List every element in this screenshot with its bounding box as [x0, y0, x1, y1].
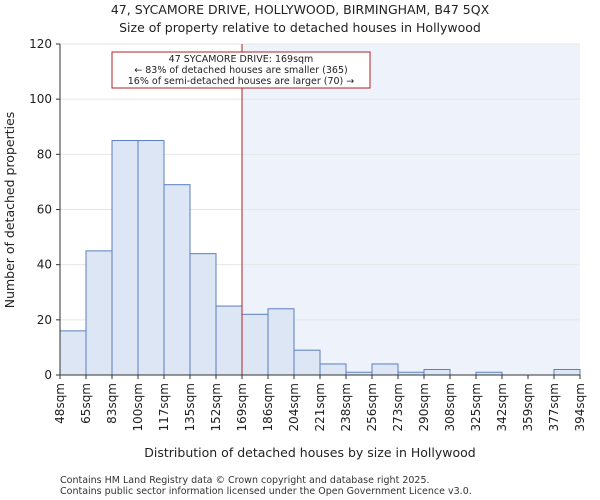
- annotation-line1: 47 SYCAMORE DRIVE: 169sqm: [169, 54, 314, 65]
- x-tick-label: 290sqm: [417, 383, 431, 431]
- x-tick-label: 152sqm: [209, 383, 223, 431]
- x-tick-label: 117sqm: [157, 383, 171, 431]
- x-tick-label: 359sqm: [521, 383, 535, 431]
- x-tick-label: 394sqm: [573, 383, 587, 431]
- annotation-line3: 16% of semi-detached houses are larger (…: [128, 76, 355, 87]
- bars: [59, 140, 581, 376]
- x-tick-label: 221sqm: [313, 383, 327, 431]
- bar-65sqm: [85, 250, 113, 376]
- y-tick-label: 0: [44, 368, 52, 382]
- footer-line2: Contains public sector information licen…: [60, 486, 472, 497]
- bar-186sqm: [267, 308, 295, 376]
- x-tick-label: 204sqm: [287, 383, 301, 431]
- annotation-box: 47 SYCAMORE DRIVE: 169sqm ← 83% of detac…: [111, 51, 371, 89]
- bar-48sqm: [59, 330, 87, 376]
- x-tick-label: 169sqm: [235, 383, 249, 431]
- y-axis-label: Number of detached properties: [2, 112, 17, 309]
- y-tick-label: 40: [37, 258, 52, 272]
- y-tick-labels: 0 20 40 60 80 100 120: [29, 37, 60, 382]
- x-tick-label: 100sqm: [131, 383, 145, 431]
- x-tick-label: 325sqm: [469, 383, 483, 431]
- bar-256sqm: [371, 363, 399, 376]
- footer-line1: Contains HM Land Registry data © Crown c…: [60, 475, 430, 486]
- bar-83sqm: [111, 140, 139, 376]
- bar-100sqm: [137, 140, 165, 376]
- annotation-frame: [111, 51, 371, 89]
- chart-title-line2: Size of property relative to detached ho…: [119, 20, 481, 35]
- y-tick-label: 20: [37, 313, 52, 327]
- y-tick-label: 120: [29, 37, 52, 51]
- y-tick-label: 60: [37, 203, 52, 217]
- x-tick-label: 65sqm: [79, 383, 93, 424]
- y-tick-label: 80: [37, 147, 52, 161]
- annotation-line2: ← 83% of detached houses are smaller (36…: [134, 65, 347, 76]
- x-tick-label: 273sqm: [391, 383, 405, 431]
- x-tick-label: 308sqm: [443, 383, 457, 431]
- bar-169sqm: [241, 313, 269, 376]
- x-tick-label: 377sqm: [547, 383, 561, 431]
- x-axis-label: Distribution of detached houses by size …: [144, 445, 475, 460]
- bar-377sqm: [553, 368, 581, 376]
- x-tick-label: 135sqm: [183, 383, 197, 431]
- bar-152sqm: [215, 305, 243, 376]
- x-tick-labels: 48sqm 65sqm 83sqm 100sqm 117sqm 135sqm 152sqm 1…: [53, 375, 587, 431]
- bar-221sqm: [319, 363, 347, 376]
- x-tick-label: 186sqm: [261, 383, 275, 431]
- chart-title-line1: 47, SYCAMORE DRIVE, HOLLYWOOD, BIRMINGHA…: [111, 2, 490, 17]
- bar-117sqm: [163, 184, 191, 376]
- x-tick-label: 238sqm: [339, 383, 353, 431]
- x-tick-label: 342sqm: [495, 383, 509, 431]
- x-tick-label: 256sqm: [365, 383, 379, 431]
- x-tick-label: 48sqm: [53, 383, 67, 424]
- bar-135sqm: [189, 253, 217, 376]
- bar-204sqm: [293, 349, 321, 376]
- bar-290sqm: [423, 368, 451, 376]
- x-tick-label: 83sqm: [105, 383, 119, 424]
- y-tick-label: 100: [29, 92, 52, 106]
